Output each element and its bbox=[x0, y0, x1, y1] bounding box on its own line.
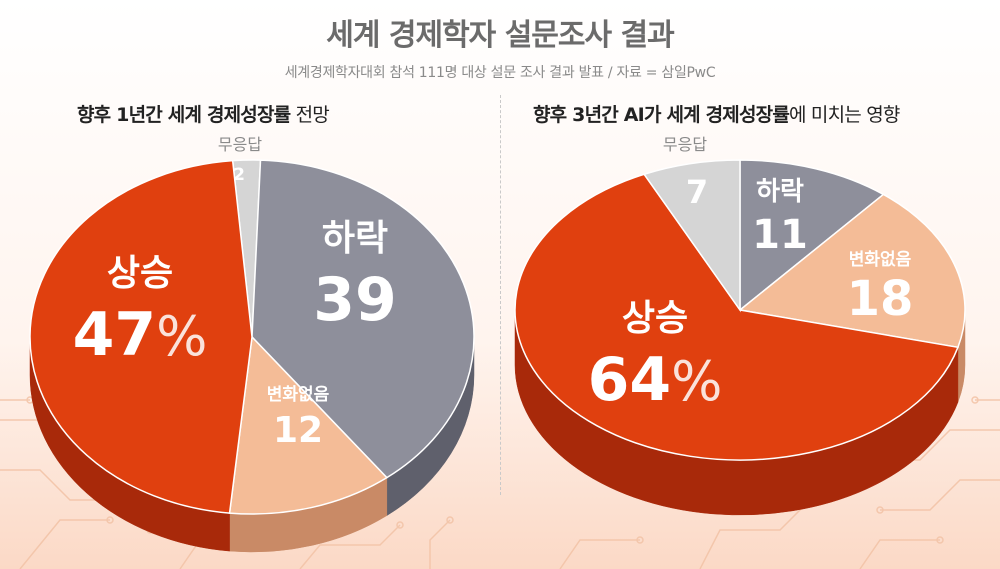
chart2-title: 향후 3년간 AI가 세계 경제성장률에 미치는 영향 bbox=[533, 104, 900, 126]
pie2-value-down: 11 bbox=[752, 212, 808, 258]
pie1-label-down: 하락 bbox=[322, 218, 388, 259]
pie1-value-up: 47% bbox=[73, 300, 208, 370]
pie2-value-up: 64% bbox=[588, 345, 723, 415]
pie1-value-nochange: 12 bbox=[273, 410, 323, 451]
pie2-slice-noanswer bbox=[642, 159, 741, 313]
pie2-label-noanswer: 무응답 bbox=[663, 135, 707, 154]
pie1-label-nochange: 변화없음 bbox=[267, 385, 330, 405]
page-subtitle: 세계경제학자대회 참석 111명 대상 설문 조사 결과 발표 / 자료 = 삼… bbox=[284, 65, 716, 81]
chart-divider bbox=[500, 95, 501, 495]
pie2-label-up: 상승 bbox=[622, 298, 688, 339]
pie2-value-noanswer: 7 bbox=[686, 173, 708, 211]
pie1-slice-up bbox=[29, 159, 253, 514]
pie1-slice-down bbox=[251, 159, 475, 479]
pie2-slice-up bbox=[514, 173, 959, 461]
pie1-label-up: 상승 bbox=[107, 253, 173, 294]
page-title: 세계 경제학자 설문조사 결과 bbox=[326, 18, 675, 53]
pie1-slice-nochange bbox=[228, 335, 389, 515]
pie1-value-noanswer: 2 bbox=[233, 165, 245, 185]
pie2-slice-down bbox=[739, 159, 885, 312]
pie2-slice-nochange bbox=[738, 193, 966, 349]
chart1-title: 향후 1년간 세계 경제성장률 전망 bbox=[77, 104, 330, 126]
pie2-value-nochange: 18 bbox=[847, 271, 914, 327]
pie2-label-down: 하락 bbox=[756, 177, 804, 207]
pie2-label-nochange: 변화없음 bbox=[849, 250, 912, 270]
pie1-value-down: 39 bbox=[313, 265, 397, 335]
pie1-label-noanswer: 무응답 bbox=[218, 135, 262, 154]
